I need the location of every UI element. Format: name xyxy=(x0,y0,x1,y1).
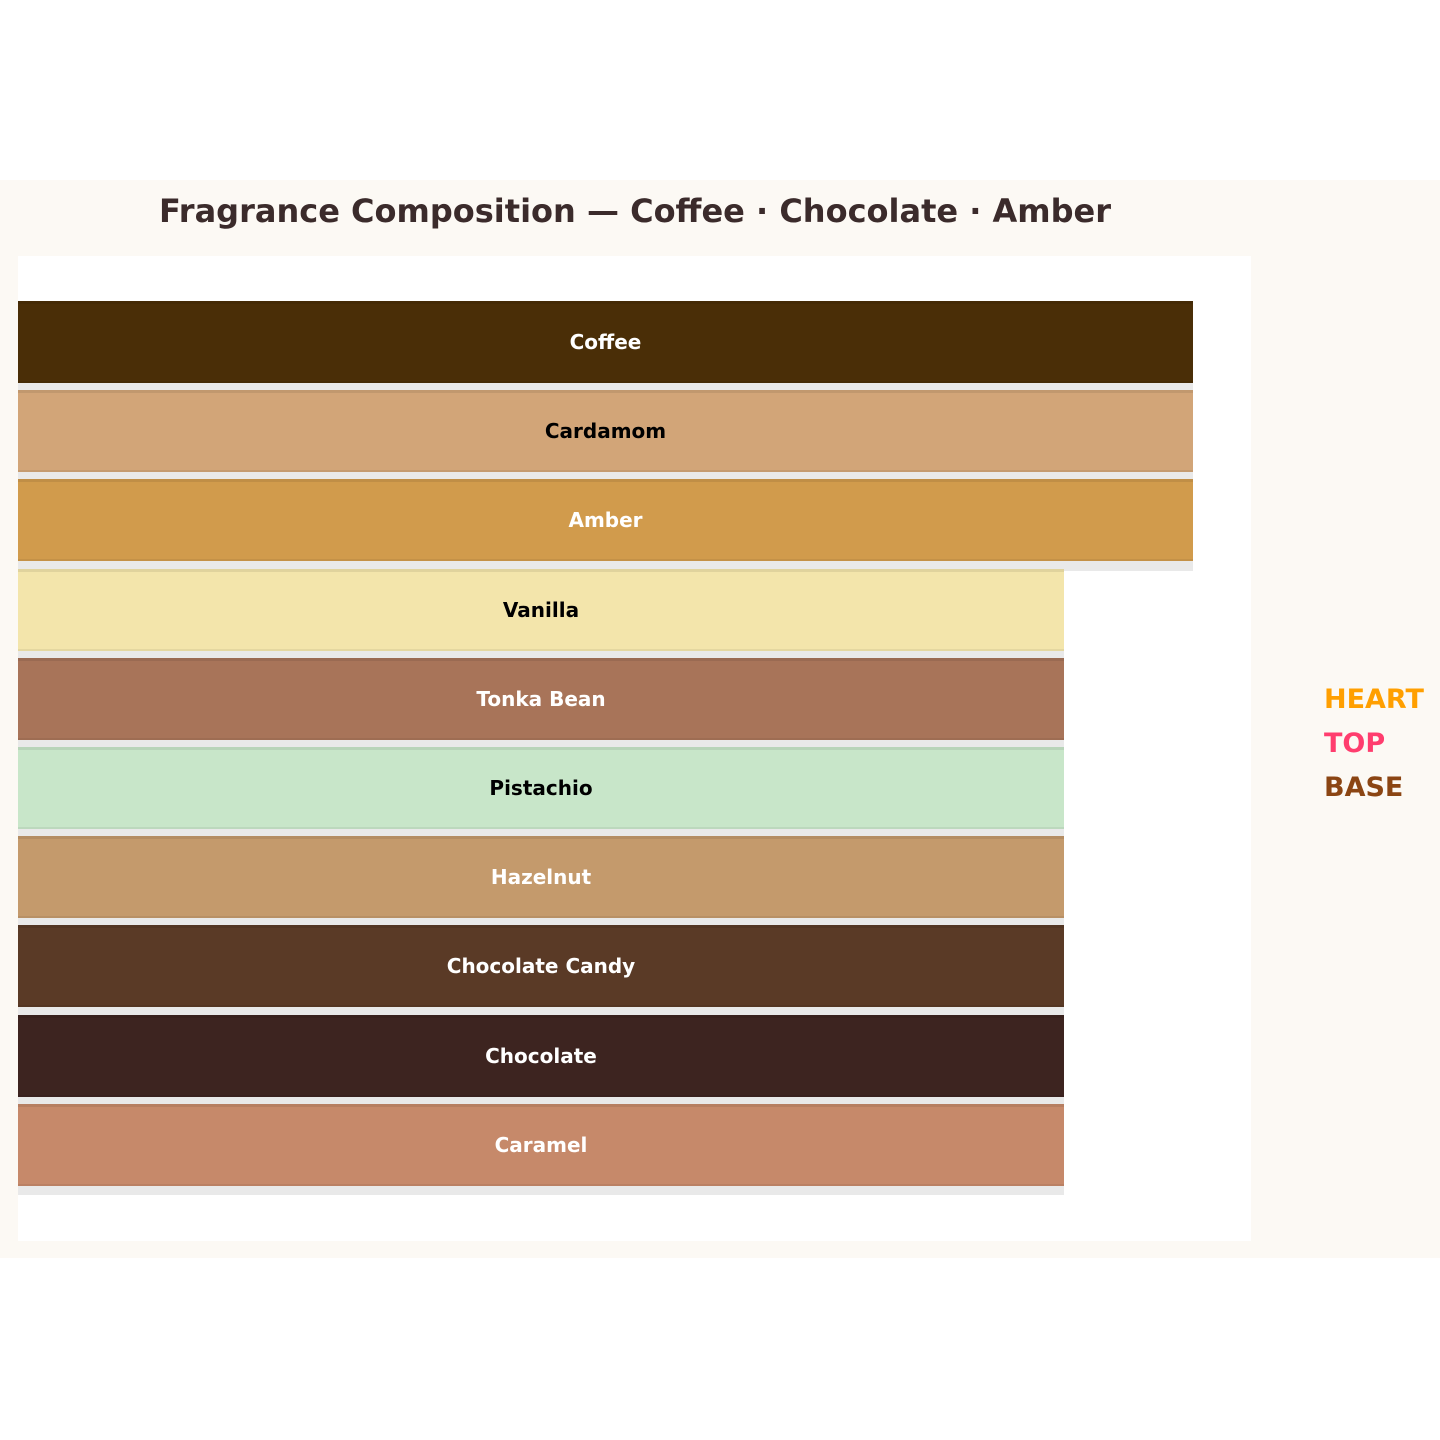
bar-hazelnut: Hazelnut xyxy=(18,836,1064,919)
bar-label: Hazelnut xyxy=(490,865,592,890)
bar-tonka-bean: Tonka Bean xyxy=(18,657,1064,740)
bar-label: Amber xyxy=(568,508,643,533)
bar-amber: Amber xyxy=(18,479,1193,562)
legend: HEART TOP BASE xyxy=(1324,678,1424,810)
bar-chocolate-candy: Chocolate Candy xyxy=(18,925,1064,1008)
figure: Fragrance Composition — Coffee · Chocola… xyxy=(0,180,1440,1258)
legend-entry-top: TOP xyxy=(1324,728,1386,759)
bar-label: Coffee xyxy=(569,330,642,354)
bar-label: Chocolate xyxy=(485,1043,597,1068)
plot-area: Coffee Cardamom Amber Vanilla Tonka Bean Pist… xyxy=(18,256,1251,1241)
bar-label: Pistachio xyxy=(489,776,593,800)
bar-label: Chocolate Candy xyxy=(446,954,636,979)
bar-pistachio: Pistachio xyxy=(18,747,1064,829)
legend-entry-heart: HEART xyxy=(1324,684,1424,715)
bar-label: Cardamom xyxy=(544,419,667,444)
bar-coffee: Coffee xyxy=(18,301,1193,383)
chart-title: Fragrance Composition — Coffee · Chocola… xyxy=(158,192,1112,230)
bar-cardamom: Cardamom xyxy=(18,390,1193,473)
bar-chocolate: Chocolate xyxy=(18,1014,1064,1097)
bar-vanilla: Vanilla xyxy=(18,568,1064,651)
bar-label: Caramel xyxy=(494,1132,588,1157)
bar-label: Tonka Bean xyxy=(476,686,606,711)
legend-entry-base: BASE xyxy=(1324,772,1404,803)
bar-caramel: Caramel xyxy=(18,1103,1064,1186)
bar-label: Vanilla xyxy=(502,597,580,622)
